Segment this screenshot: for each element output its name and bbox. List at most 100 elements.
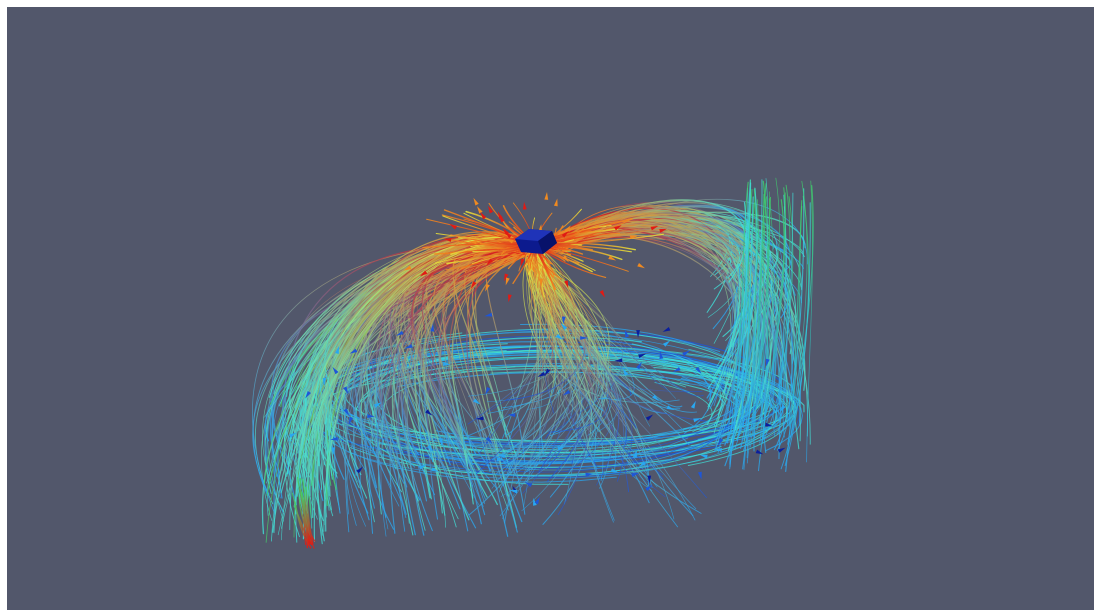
streamline xyxy=(401,433,666,449)
arrow-glyph xyxy=(443,362,451,366)
streamline xyxy=(315,245,514,416)
arrow-glyph xyxy=(348,416,354,425)
arrow-glyph xyxy=(622,368,629,376)
streamline xyxy=(317,237,520,391)
streamline xyxy=(751,187,762,432)
arrow-glyph xyxy=(645,484,653,492)
arrow-glyph xyxy=(418,464,427,470)
streamline xyxy=(528,255,650,504)
streamline xyxy=(423,252,532,521)
arrow-glyph xyxy=(438,438,443,447)
streamline xyxy=(305,486,314,545)
arrow-glyph xyxy=(717,438,724,446)
arrow-glyph xyxy=(349,348,358,354)
arrow-glyph xyxy=(636,330,640,338)
arrow-glyph xyxy=(553,198,558,207)
arrow-glyph xyxy=(485,386,491,395)
streamline xyxy=(764,192,794,439)
streamline xyxy=(732,179,751,429)
arrow-glyph xyxy=(367,414,375,419)
streamline xyxy=(732,182,752,450)
arrow-glyph xyxy=(473,398,481,405)
arrow-glyph xyxy=(403,265,412,271)
streamline xyxy=(298,498,312,540)
streamline xyxy=(298,244,511,488)
arrow-glyph xyxy=(755,449,764,455)
arrow-glyph xyxy=(486,258,494,266)
arrow-glyph xyxy=(496,457,505,462)
arrow-glyph xyxy=(561,231,569,238)
arrow-glyphs xyxy=(289,191,786,506)
arrow-glyph xyxy=(443,238,452,242)
streamline xyxy=(536,253,650,487)
arrow-glyph xyxy=(356,466,363,474)
cube-icon xyxy=(515,229,557,254)
streamline-bundle-front xyxy=(252,177,814,549)
arrow-glyph xyxy=(335,346,339,354)
streamline xyxy=(451,246,530,505)
arrow-glyph xyxy=(662,340,671,347)
streamline xyxy=(531,257,597,465)
streamline xyxy=(495,252,590,474)
arrow-glyph xyxy=(585,472,594,477)
arrow-glyph xyxy=(430,323,435,332)
streamline xyxy=(758,187,786,472)
streamline xyxy=(532,257,704,397)
streamline xyxy=(736,196,754,441)
streamline xyxy=(533,253,675,520)
arrow-glyph xyxy=(537,371,546,378)
arrow-glyph xyxy=(647,475,652,484)
streamline xyxy=(504,257,553,524)
streamline xyxy=(551,226,738,362)
arrow-glyph xyxy=(330,436,338,441)
streamline xyxy=(404,246,535,472)
arrow-glyph xyxy=(633,449,637,458)
arrow-glyph xyxy=(431,467,439,472)
streamline xyxy=(433,242,521,533)
streamline xyxy=(746,198,771,464)
streamline xyxy=(521,262,598,512)
arrow-glyph xyxy=(475,416,484,421)
streamline xyxy=(746,179,763,459)
streamline xyxy=(753,188,757,452)
render-viewport[interactable] xyxy=(7,7,1094,610)
arrow-glyph xyxy=(427,444,433,453)
arrow-glyph xyxy=(695,366,702,374)
streamline xyxy=(513,249,610,469)
arrow-glyph xyxy=(779,404,786,413)
streamline xyxy=(546,216,759,404)
arrow-glyph xyxy=(638,353,647,359)
streamline xyxy=(539,263,609,400)
arrow-glyph xyxy=(682,350,690,357)
streamline xyxy=(784,202,811,467)
arrow-glyph xyxy=(449,223,457,230)
streamline xyxy=(307,424,721,462)
arrow-glyph xyxy=(485,283,490,292)
arrow-glyph xyxy=(564,225,571,233)
arrow-glyph xyxy=(614,225,622,231)
arrow-glyph xyxy=(468,240,477,245)
arrow-glyph xyxy=(650,225,659,231)
arrow-glyph xyxy=(666,405,675,411)
streamline xyxy=(539,220,772,424)
arrow-glyph xyxy=(497,454,506,459)
arrow-glyph xyxy=(289,432,297,438)
arrow-glyph xyxy=(662,326,671,332)
arrow-glyph xyxy=(562,255,569,263)
arrow-glyph xyxy=(631,473,640,477)
streamline xyxy=(556,220,745,342)
arrow-glyph xyxy=(562,389,571,396)
streamline xyxy=(526,257,564,410)
arrow-glyph xyxy=(614,358,623,363)
streamline xyxy=(743,178,769,471)
arrow-glyph xyxy=(395,330,404,336)
arrow-glyph xyxy=(714,448,723,452)
arrow-glyph xyxy=(534,496,540,505)
arrow-glyph xyxy=(608,255,617,261)
arrow-glyph xyxy=(322,377,327,386)
arrow-glyph xyxy=(693,418,702,423)
arrow-glyph xyxy=(520,258,525,267)
arrow-glyph xyxy=(645,414,654,421)
arrow-glyph xyxy=(672,366,681,372)
streamline xyxy=(776,200,803,451)
